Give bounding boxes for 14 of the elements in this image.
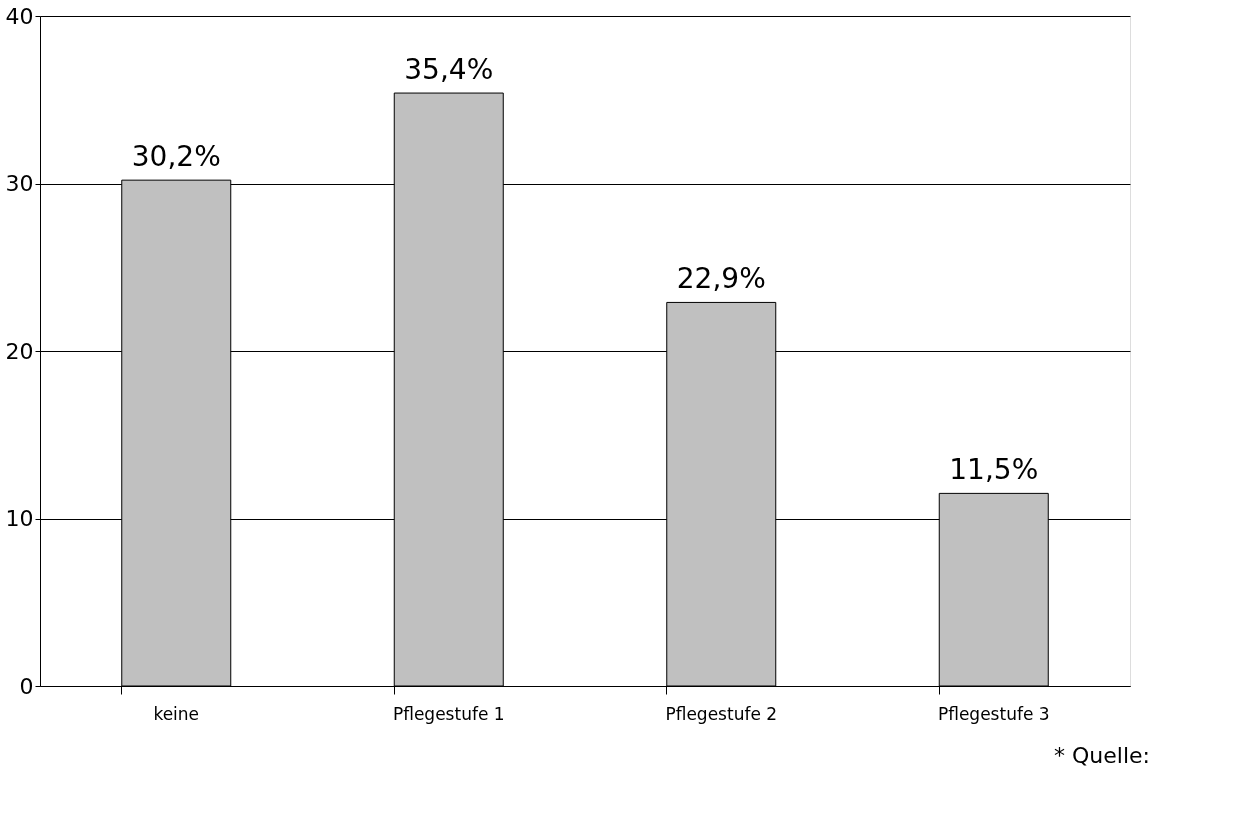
- y-tick-label: 10: [5, 506, 34, 531]
- x-tick-label: Pflegestufe 2: [665, 703, 778, 724]
- y-tick-label: 0: [19, 673, 34, 699]
- y-tick-label: 30: [5, 171, 34, 196]
- x-tick-label: Pflegestufe 1: [392, 703, 505, 724]
- y-tick-label: 40: [5, 3, 34, 29]
- text: * Quelle:: [1054, 743, 1150, 768]
- data-label: 11,5%: [949, 453, 1039, 487]
- data-label: 30,2%: [131, 140, 221, 174]
- data-label: 35,4%: [404, 53, 494, 87]
- x-tick-label: keine: [153, 703, 200, 724]
- x-tick-label: Pflegestufe 3: [937, 703, 1050, 724]
- data-label: 22,9%: [676, 262, 766, 296]
- y-tick-label: 20: [5, 338, 34, 364]
